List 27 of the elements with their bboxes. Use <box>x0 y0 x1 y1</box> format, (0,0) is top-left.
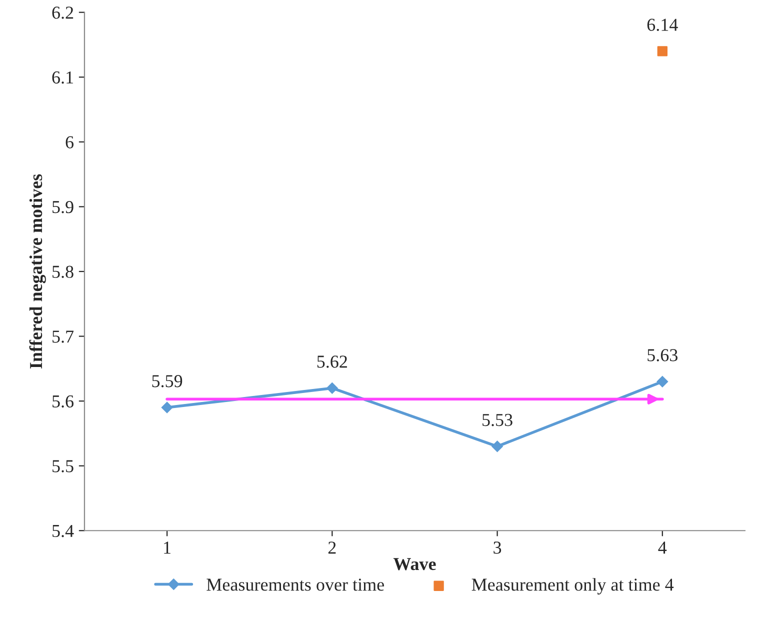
point <box>492 440 503 452</box>
x-tick-label: 2 <box>328 542 336 554</box>
point <box>656 376 668 388</box>
data-label: 5.59 <box>152 375 182 388</box>
point <box>326 382 338 394</box>
legend-label: Measurements over time <box>206 578 384 591</box>
y-tick-label: 5.5 <box>52 460 74 472</box>
y-tick-label: 6.2 <box>52 6 74 19</box>
x-tick-label: 3 <box>494 542 502 554</box>
data-label: 6.14 <box>647 18 678 31</box>
data-label: 5.63 <box>648 349 678 362</box>
legend-label: Measurement only at time 4 <box>472 578 674 594</box>
x-axis-title: Wave <box>393 558 436 570</box>
point <box>161 402 173 414</box>
y-axis-title: Inffered negative motives <box>29 174 46 368</box>
point <box>657 46 668 56</box>
y-tick-label: 6.1 <box>52 71 73 84</box>
y-tick-label: 5.9 <box>52 201 74 214</box>
data-label: 5.62 <box>317 356 347 368</box>
y-tick-label: 5.6 <box>52 395 74 408</box>
y-tick-label: 5.4 <box>52 525 74 538</box>
data-label: 5.53 <box>482 414 512 426</box>
y-tick-label: 5.8 <box>52 266 74 278</box>
y-tick-label: 6 <box>66 136 74 148</box>
x-tick-label: 4 <box>658 542 667 554</box>
x-tick-label: 1 <box>164 542 170 554</box>
y-tick-label: 5.7 <box>52 330 74 343</box>
